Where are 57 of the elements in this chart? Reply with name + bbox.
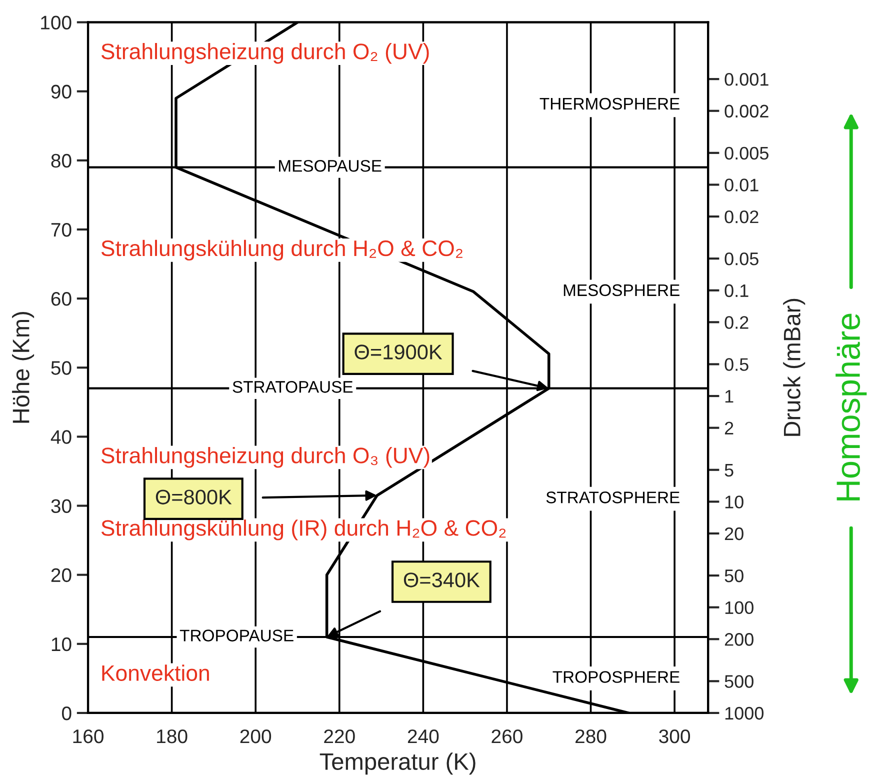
- y2-tick-label: 20: [724, 527, 744, 540]
- annotation: Konvektion: [102, 664, 209, 681]
- y-tick-label: 30: [51, 499, 72, 513]
- ref-line-label: TROPOPAUSE: [180, 630, 294, 642]
- y2-tick-label: 0.01: [724, 178, 758, 192]
- y2-tick-label: 0.002: [724, 104, 768, 118]
- annotation: MESOSPHERE: [564, 284, 680, 296]
- ref-line-label: STRATOPAUSE: [232, 381, 353, 393]
- y2-tick-label: 0.5: [724, 358, 748, 371]
- annotation: Strahlungskühlung durch H₂O & CO₂: [101, 240, 462, 261]
- y2-tick-label: 100: [725, 601, 754, 614]
- y-tick-label: 10: [52, 637, 72, 652]
- annotation: THERMOSPHERE: [540, 98, 680, 110]
- y2-tick-label: 10: [725, 496, 744, 508]
- annotation: TROPOSPHERE: [552, 671, 680, 683]
- annotation: Θ=340K: [404, 572, 480, 588]
- y2-tick-label: 0.001: [724, 73, 768, 86]
- y2-tick-label: 1000: [725, 706, 764, 720]
- y2-tick-label: 0.2: [724, 316, 748, 329]
- y2-tick-label: 0.005: [724, 146, 768, 160]
- y-tick-label: 20: [51, 568, 72, 582]
- y-tick-label: 100: [41, 16, 72, 30]
- y2-tick-label: 2: [724, 422, 734, 434]
- y-axis-title: Höhe (Km): [12, 312, 34, 423]
- x-axis-title: Temperatur (K): [320, 752, 476, 775]
- x-tick-label: 240: [408, 729, 439, 744]
- x-tick-label: 260: [492, 729, 522, 744]
- y-tick-label: 50: [51, 361, 72, 375]
- x-tick-label: 220: [324, 729, 355, 744]
- annotation: Strahlungskühlung (IR) durch H₂O & CO₂: [101, 520, 506, 540]
- y2-tick-label: 0.1: [724, 284, 748, 298]
- y2-tick-label: 0.02: [724, 210, 758, 224]
- ref-line-label: MESOPAUSE: [279, 160, 382, 172]
- annotation: Strahlungsheizung durch O₂ (UV): [101, 42, 429, 64]
- x-tick-label: 300: [659, 729, 690, 744]
- x-tick-label: 160: [73, 729, 104, 744]
- annotation: Θ=1900K: [354, 344, 442, 360]
- annotation: Strahlungsheizung durch O₃ (UV): [101, 447, 430, 468]
- text: Homosphäre: [836, 314, 867, 500]
- annotation: STRATOSPHERE: [546, 492, 680, 504]
- y2-tick-label: 0.05: [724, 252, 758, 266]
- y-tick-label: 80: [51, 154, 72, 168]
- y-tick-label: 70: [51, 222, 72, 237]
- y-tick-label: 60: [51, 292, 72, 306]
- y2-axis-title: Druck (mBar): [783, 298, 806, 436]
- y2-tick-label: 200: [724, 633, 754, 646]
- y-tick-label: 40: [50, 430, 72, 444]
- y-tick-label: 90: [51, 84, 72, 99]
- y2-tick-label: 1: [725, 390, 734, 403]
- y2-tick-label: 50: [724, 569, 744, 582]
- y2-tick-label: 500: [724, 675, 754, 688]
- x-tick-label: 180: [157, 729, 188, 744]
- y-tick-label: 0: [62, 706, 72, 720]
- x-tick-label: 280: [576, 729, 606, 744]
- annotation: Θ=800K: [156, 490, 232, 504]
- x-tick-label: 200: [240, 729, 272, 744]
- y2-tick-label: 5: [724, 464, 734, 477]
